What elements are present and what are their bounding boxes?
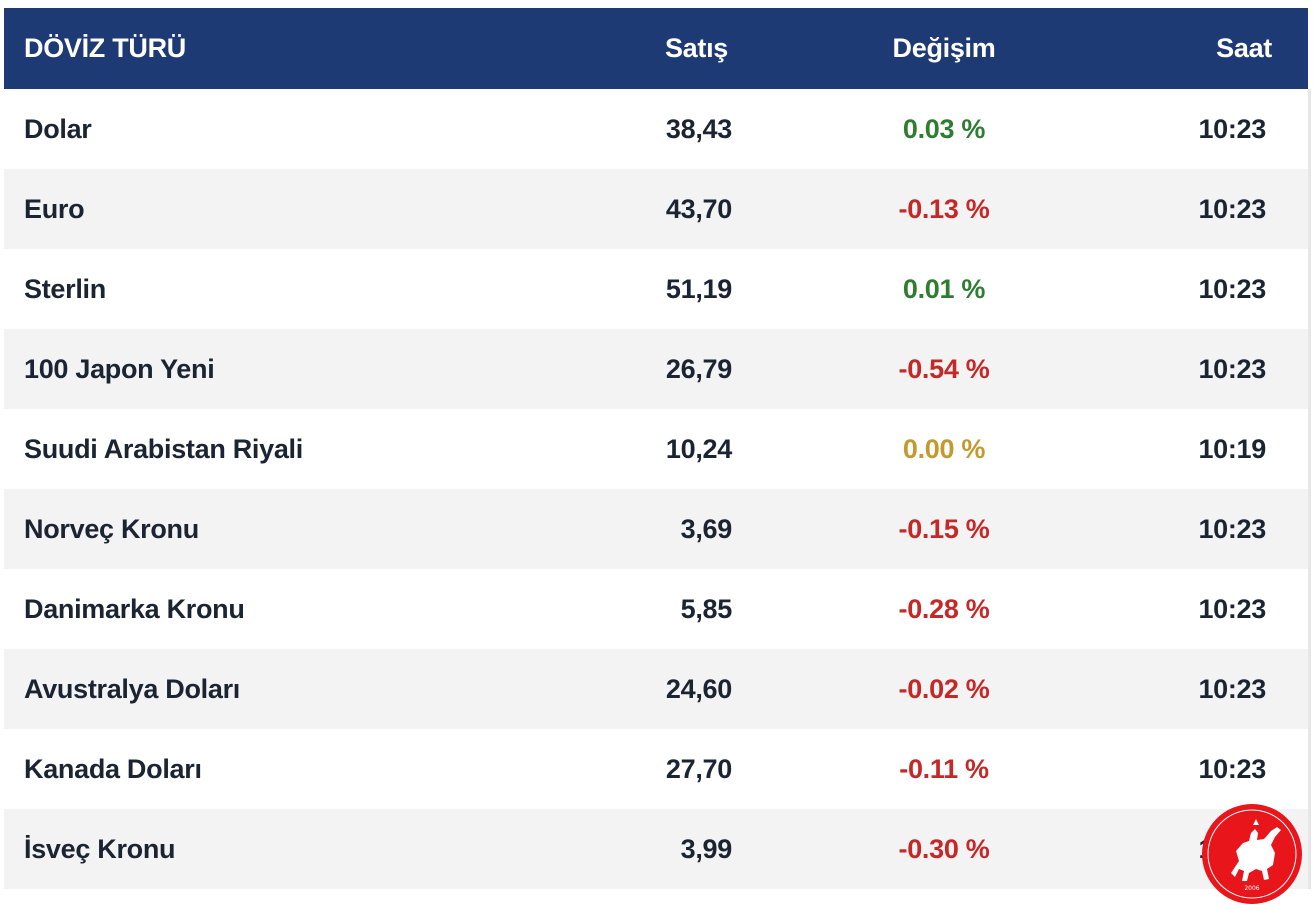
time-value: 10:23 (1198, 513, 1266, 544)
time-value: 10:23 (1198, 193, 1266, 224)
sale-value: 5,85 (680, 593, 733, 624)
change-value: -0.11 % (899, 753, 989, 784)
time-value: 10:23 (1198, 273, 1266, 304)
sale-value: 10,24 (665, 433, 732, 464)
change-value: 0.03 % (902, 113, 986, 144)
table-row[interactable]: Sterlin 51,19 0.01 % 10:23 (4, 249, 1308, 329)
change-value: -0.02 % (898, 673, 990, 704)
header-currency-type: DÖVİZ TÜRÜ (24, 33, 186, 63)
table-row[interactable]: Avustralya Doları 24,60 -0.02 % 10:23 (4, 649, 1308, 729)
currency-name: Dolar (24, 113, 92, 144)
currency-name: 100 Japon Yeni (24, 353, 215, 384)
table-row[interactable]: Euro 43,70 -0.13 % 10:23 (4, 169, 1308, 249)
logo-year: 2006 (1244, 885, 1259, 892)
time-value: 10:23 (1198, 353, 1266, 384)
table-row[interactable]: Suudi Arabistan Riyali 10,24 0.00 % 10:1… (4, 409, 1308, 489)
currency-name: Suudi Arabistan Riyali (24, 433, 303, 464)
change-value: -0.15 % (898, 513, 990, 544)
change-value: 0.01 % (902, 273, 986, 304)
table-row[interactable]: Norveç Kronu 3,69 -0.15 % 10:23 (4, 489, 1308, 569)
currency-name: Kanada Doları (24, 753, 202, 784)
change-value: 0.00 % (902, 433, 986, 464)
time-value: 10:23 (1198, 593, 1266, 624)
table-row[interactable]: Danimarka Kronu 5,85 -0.28 % 10:23 (4, 569, 1308, 649)
table-row[interactable]: Kanada Doları 27,70 -0.11 % 10:23 (4, 729, 1308, 809)
change-value: -0.28 % (898, 593, 990, 624)
sale-value: 43,70 (665, 193, 732, 224)
currency-name: Danimarka Kronu (24, 593, 245, 624)
currency-name: İsveç Kronu (24, 833, 176, 864)
time-value: 10:23 (1198, 113, 1266, 144)
sale-value: 26,79 (665, 353, 732, 384)
time-value: 10:19 (1198, 433, 1266, 464)
sale-value: 51,19 (665, 273, 732, 304)
header-sale: Satış (664, 33, 728, 63)
currency-name: Sterlin (24, 273, 106, 304)
sale-value: 27,70 (665, 753, 732, 784)
time-value: 10:23 (1198, 753, 1266, 784)
horse-rider-logo-icon[interactable]: 2006 (1201, 803, 1303, 905)
currency-name: Euro (24, 193, 85, 224)
header-change: Değişim (892, 33, 996, 63)
change-value: -0.54 % (898, 353, 990, 384)
time-value: 10:23 (1198, 673, 1266, 704)
change-value: -0.13 % (898, 193, 990, 224)
table-row[interactable]: Dolar 38,43 0.03 % 10:23 (4, 89, 1308, 169)
currency-name: Avustralya Doları (24, 673, 240, 704)
sale-value: 38,43 (665, 113, 732, 144)
sale-value: 3,99 (680, 833, 733, 864)
sale-value: 24,60 (665, 673, 732, 704)
sale-value: 3,69 (680, 513, 733, 544)
currency-name: Norveç Kronu (24, 513, 199, 544)
header-time: Saat (1216, 33, 1272, 63)
table-row[interactable]: 100 Japon Yeni 26,79 -0.54 % 10:23 (4, 329, 1308, 409)
currency-table: DÖVİZ TÜRÜ Satış Değişim Saat Dolar 38,4… (4, 8, 1308, 889)
table-header: DÖVİZ TÜRÜ Satış Değişim Saat (4, 8, 1308, 89)
change-value: -0.30 % (898, 833, 990, 864)
table-row[interactable]: İsveç Kronu 3,99 -0.30 % 10:23 (4, 809, 1308, 889)
scrollbar-track[interactable] (1308, 89, 1311, 889)
